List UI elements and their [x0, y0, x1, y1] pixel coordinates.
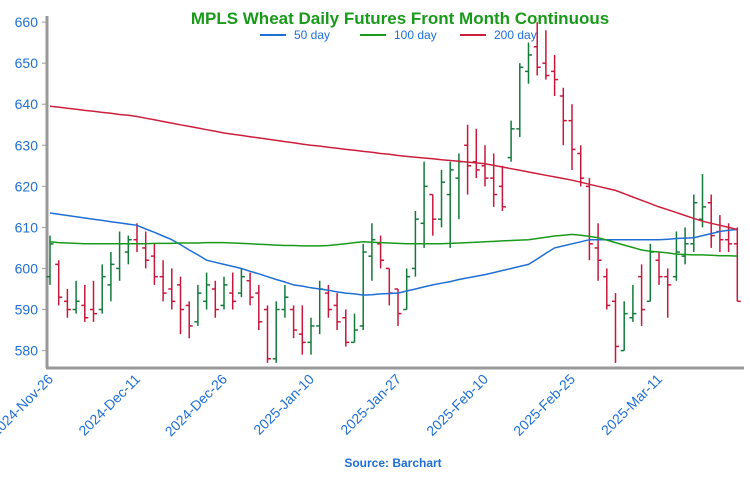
x-tick-label: 2024-Dec-26 — [162, 371, 231, 440]
legend-label: 100 day — [394, 28, 437, 42]
x-tick-label: 2025-Mar-11 — [598, 371, 665, 438]
x-tick-label: 2024-Dec-11 — [75, 371, 143, 439]
legend-label: 200 day — [494, 28, 537, 42]
y-tick-label: 660 — [15, 14, 39, 30]
y-tick-label: 580 — [15, 343, 39, 359]
x-tick-label: 2025-Jan-10 — [250, 371, 317, 438]
ma-line — [49, 105, 738, 231]
y-tick-label: 610 — [15, 219, 39, 235]
y-tick-label: 590 — [15, 302, 39, 318]
x-tick-label: 2025-Feb-25 — [510, 371, 578, 439]
chart-title: MPLS Wheat Daily Futures Front Month Con… — [191, 9, 609, 28]
source: Source: Barchart — [344, 456, 441, 470]
ma-line — [49, 233, 738, 257]
ma-line — [49, 212, 738, 296]
y-tick-label: 650 — [15, 55, 39, 71]
y-tick-label: 600 — [15, 260, 39, 276]
legend-label: 50 day — [294, 28, 330, 42]
y-tick-label: 640 — [15, 96, 39, 112]
y-tick-label: 620 — [15, 178, 39, 194]
x-tick-label: 2025-Feb-10 — [423, 371, 491, 439]
y-tick-label: 630 — [15, 137, 39, 153]
x-tick-label: 2025-Jan-27 — [337, 371, 404, 438]
x-tick-label: 2024-Nov-26 — [0, 371, 56, 440]
